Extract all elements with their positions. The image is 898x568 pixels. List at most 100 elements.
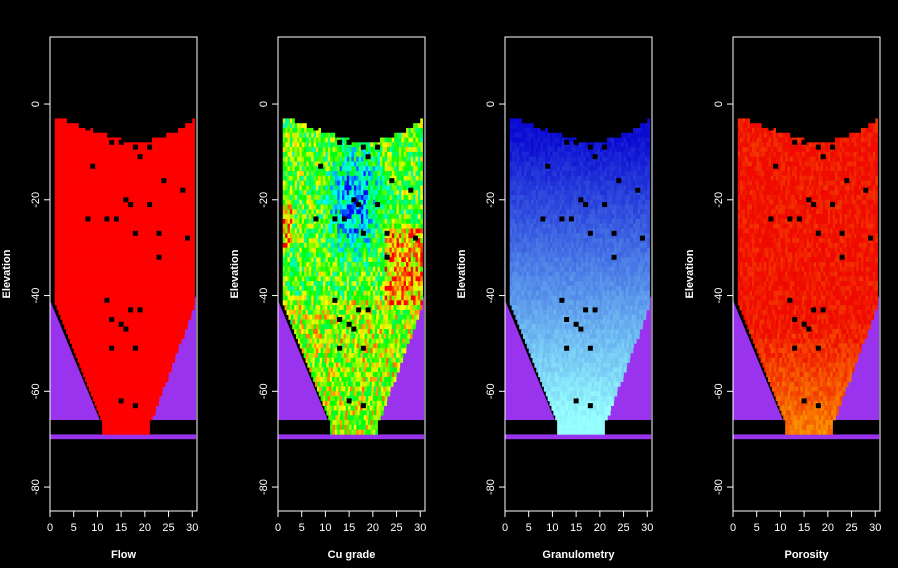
heatmap-cell — [168, 199, 172, 205]
heatmap-cell — [182, 199, 186, 205]
heatmap-cell — [334, 156, 338, 162]
heatmap-cell — [179, 309, 183, 315]
heatmap-cell — [292, 166, 295, 172]
heatmap-cell — [323, 180, 326, 186]
heatmap-cell — [161, 285, 165, 292]
heatmap-cell — [135, 223, 139, 229]
heatmap-cell — [170, 252, 174, 258]
heatmap-cell — [85, 166, 89, 172]
heatmap-cell — [90, 209, 93, 215]
heatmap-cell — [125, 142, 129, 148]
heatmap-cell — [95, 204, 98, 210]
heatmap-cell — [57, 238, 60, 244]
heatmap-cell — [111, 195, 115, 201]
heatmap-cell — [118, 400, 121, 406]
heatmap-cell — [66, 290, 70, 296]
heatmap-cell — [151, 171, 155, 177]
heatmap-cell — [147, 180, 150, 186]
heatmap-cell — [182, 214, 186, 220]
heatmap-cell — [285, 262, 288, 268]
heatmap-cell — [154, 161, 157, 167]
heatmap-cell — [382, 204, 385, 210]
heatmap-cell — [137, 204, 141, 210]
heatmap-cell — [189, 166, 193, 172]
heatmap-cell — [384, 223, 388, 229]
heatmap-cell — [140, 429, 143, 435]
heatmap-cell — [128, 429, 131, 435]
heatmap-cell — [132, 424, 136, 430]
heatmap-cell — [97, 343, 101, 349]
heatmap-cell — [155, 314, 158, 320]
heatmap-cell — [185, 180, 188, 186]
heatmap-cell — [165, 353, 169, 359]
heatmap-cell — [123, 180, 127, 186]
heatmap-cell — [134, 381, 138, 387]
heatmap-cell — [143, 357, 147, 363]
heatmap-cell — [180, 300, 184, 306]
heatmap-cell — [85, 180, 89, 186]
heatmap-cell — [137, 161, 141, 167]
heatmap-cell — [66, 242, 70, 248]
heatmap-cell — [106, 424, 110, 430]
heatmap-cell — [163, 180, 167, 186]
heatmap-cell — [332, 271, 336, 277]
heatmap-cell — [109, 276, 112, 282]
heatmap-cell — [70, 333, 74, 339]
heatmap-cell — [323, 161, 326, 167]
heatmap-cell — [131, 343, 134, 349]
heatmap-cell — [311, 195, 314, 201]
heatmap-cell — [389, 199, 393, 205]
heatmap-cell — [78, 252, 82, 258]
heatmap-cell — [166, 142, 169, 148]
heatmap-cell — [406, 262, 409, 268]
heatmap-cell — [289, 257, 293, 263]
heatmap-cell — [100, 367, 103, 373]
heatmap-cell — [115, 357, 119, 363]
heatmap-cell — [308, 137, 312, 143]
heatmap-cell — [332, 185, 336, 191]
heatmap-cell — [99, 180, 103, 186]
heatmap-cell — [147, 218, 150, 225]
heatmap-cell — [349, 257, 352, 263]
heatmap-cell — [289, 247, 293, 253]
heatmap-cell — [384, 151, 388, 157]
heatmap-cell — [140, 223, 143, 229]
heatmap-cell — [109, 171, 112, 177]
heatmap-cell — [353, 238, 357, 244]
heatmap-cell — [173, 132, 176, 138]
heatmap-cell — [96, 400, 100, 406]
heatmap-cell — [114, 166, 117, 172]
heatmap-cell — [99, 132, 103, 138]
heatmap-cell — [379, 151, 383, 157]
heatmap-cell — [363, 204, 367, 210]
heatmap-cell — [168, 142, 172, 148]
heatmap-cell — [61, 281, 65, 287]
heatmap-cell — [394, 228, 397, 234]
heatmap-cell — [299, 204, 303, 210]
heatmap-cell — [287, 228, 291, 234]
heatmap-cell — [389, 209, 393, 215]
heatmap-cell — [80, 175, 84, 181]
heatmap-cell — [73, 156, 77, 162]
heatmap-cell — [410, 199, 414, 205]
heatmap-cell — [78, 151, 82, 157]
heatmap-cell — [304, 247, 307, 253]
heatmap-cell — [169, 314, 173, 320]
heatmap-cell — [163, 242, 167, 248]
heatmap-cell — [76, 180, 79, 186]
heatmap-cell — [398, 180, 402, 186]
heatmap-cell — [117, 338, 121, 344]
heatmap-cell — [379, 180, 383, 186]
heatmap-cell — [370, 151, 374, 157]
heatmap-cell — [137, 252, 141, 258]
heatmap-cell — [180, 199, 184, 205]
heatmap-cell — [315, 257, 319, 263]
heatmap-cell — [285, 218, 288, 225]
heatmap-cell — [99, 161, 103, 167]
heatmap-cell — [327, 137, 331, 143]
heatmap-cell — [106, 252, 110, 258]
heatmap-cell — [116, 242, 120, 248]
heatmap-cell — [175, 247, 179, 253]
heatmap-cell — [121, 151, 124, 157]
heatmap-cell — [292, 151, 295, 157]
